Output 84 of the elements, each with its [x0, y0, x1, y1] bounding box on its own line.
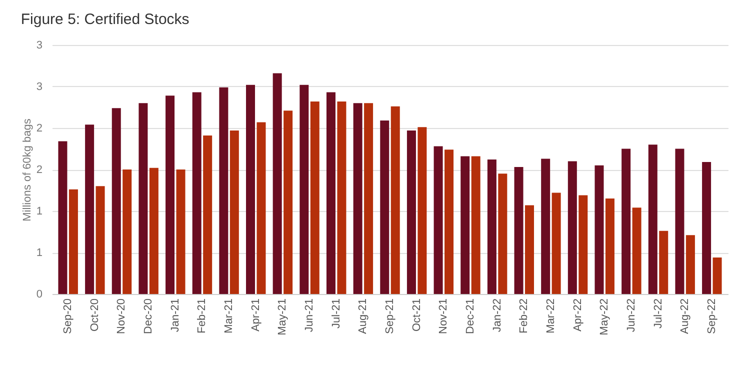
x-tick-label: Nov-20: [116, 298, 128, 334]
bar: [353, 103, 362, 294]
x-tick-label: Mar-21: [223, 298, 236, 334]
x-tick-label: Mar-22: [544, 298, 557, 334]
bar: [176, 170, 186, 294]
chart-title: Figure 5: Certified Stocks: [20, 11, 190, 28]
bar: [487, 160, 496, 294]
x-tick-label: Jun-22: [625, 298, 638, 332]
bar: [568, 161, 577, 294]
x-tick-label: Oct-21: [410, 298, 423, 332]
bar: [471, 156, 480, 294]
bar: [96, 186, 105, 294]
x-tick-label: Feb-21: [196, 298, 208, 334]
bar: [418, 127, 427, 294]
x-tick-label: Dec-20: [142, 298, 155, 334]
bar: [284, 110, 293, 294]
x-tick-label: Sep-21: [384, 298, 396, 334]
y-tick-label: 1: [36, 247, 42, 259]
x-tick-label: Jan-21: [169, 298, 182, 332]
bar: [337, 101, 346, 294]
bar: [192, 92, 202, 294]
bar: [166, 96, 175, 294]
bar: [246, 84, 256, 294]
y-tick-label: 2: [36, 122, 42, 134]
bar: [460, 156, 470, 294]
bar: [326, 92, 336, 294]
bar: [541, 158, 550, 294]
bar: [390, 106, 400, 294]
bar: [203, 135, 212, 294]
y-tick-label: 2: [36, 164, 42, 176]
bar: [686, 235, 695, 294]
bar: [256, 122, 266, 294]
bar: [122, 170, 132, 294]
bar: [632, 208, 642, 294]
bar: [594, 165, 604, 294]
bar: [578, 195, 588, 294]
bar: [85, 124, 94, 294]
bar: [219, 87, 228, 294]
x-tick-label: Jun-21: [304, 298, 316, 332]
x-tick-label: Feb-22: [518, 298, 530, 334]
bar: [648, 144, 658, 294]
bar: [300, 84, 309, 294]
bar: [552, 192, 561, 294]
bar: [498, 174, 508, 294]
x-tick-label: May-22: [598, 298, 611, 336]
bar: [364, 103, 374, 294]
bar: [675, 148, 684, 294]
bar: [702, 162, 712, 294]
bar: [444, 150, 454, 294]
x-tick-label: Oct-20: [88, 298, 101, 332]
bar: [58, 141, 68, 294]
bar: [68, 189, 78, 294]
bar: [712, 257, 722, 294]
bar: [524, 205, 534, 294]
x-tick-label: Jul-22: [652, 298, 664, 328]
y-tick-label: 0: [36, 288, 42, 300]
x-tick-label: Aug-21: [357, 298, 370, 334]
bar: [380, 120, 390, 294]
bar: [605, 198, 614, 294]
bar: [230, 130, 239, 294]
bar: [310, 101, 320, 294]
y-axis-title: Millions of 60kg bags: [21, 118, 34, 222]
x-tick-label: Jan-22: [491, 298, 504, 332]
bar: [659, 230, 668, 294]
x-tick-label: Sep-20: [62, 298, 74, 334]
x-tick-label: Dec-21: [464, 298, 476, 334]
x-tick-label: Aug-22: [679, 298, 692, 334]
x-tick-label: Jul-21: [330, 298, 342, 328]
bar: [622, 148, 631, 294]
bar: [112, 108, 121, 294]
y-tick-label: 1: [36, 206, 42, 218]
bar: [406, 130, 416, 294]
x-tick-label: Apr-22: [572, 298, 584, 332]
x-tick-label: Apr-21: [250, 298, 262, 332]
x-tick-label: May-21: [276, 298, 289, 336]
bar: [138, 103, 148, 294]
bar: [272, 73, 282, 294]
bar: [434, 146, 443, 294]
bar: [514, 167, 524, 294]
y-tick-label: 3: [36, 40, 42, 52]
bar: [149, 168, 158, 294]
x-tick-label: Sep-22: [706, 298, 718, 334]
y-tick-label: 3: [36, 81, 42, 93]
x-tick-label: Nov-21: [438, 298, 450, 334]
